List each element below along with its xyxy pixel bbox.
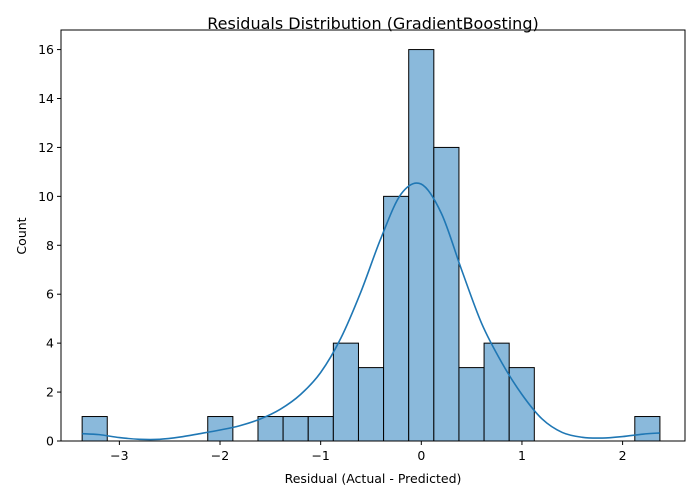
histogram-bar (458, 367, 485, 442)
plot-frame (60, 29, 686, 442)
x-tick-label: −3 (110, 448, 128, 463)
histogram-bar (307, 416, 334, 442)
x-tick-label: 2 (619, 448, 627, 463)
histogram-bar (357, 367, 385, 442)
x-tick-label: 1 (518, 448, 526, 463)
histogram-bar (408, 49, 435, 442)
histogram-bar (383, 195, 410, 442)
histogram-bar (433, 146, 460, 442)
x-axis-label: Residual (Actual - Predicted) (285, 471, 462, 486)
kde-curve (82, 182, 660, 441)
histogram-bar (508, 367, 535, 442)
histogram-bar (483, 342, 510, 442)
y-tick-label: 4 (46, 336, 54, 351)
y-tick-label: 0 (46, 434, 54, 449)
y-tick-label: 2 (46, 385, 54, 400)
y-axis-label: Count (14, 217, 29, 254)
chart-title: Residuals Distribution (GradientBoosting… (207, 14, 538, 33)
y-tick-label: 8 (46, 238, 54, 253)
histogram-bar (257, 416, 284, 442)
bars-group (81, 49, 661, 442)
y-tick-label: 16 (38, 42, 54, 57)
histogram-bar (81, 416, 108, 442)
x-tick-label: −1 (311, 448, 329, 463)
y-axis: 0 2 4 6 8 10 12 14 16 (38, 42, 61, 449)
y-tick-label: 10 (38, 189, 54, 204)
y-tick-label: 14 (38, 91, 54, 106)
x-tick-label: −2 (211, 448, 229, 463)
y-tick-label: 12 (38, 140, 54, 155)
histogram-bar (634, 416, 661, 442)
histogram-bar (332, 342, 359, 442)
y-tick-label: 6 (46, 287, 54, 302)
histogram-bar (282, 416, 309, 442)
x-axis: −3 −2 −1 0 1 2 (110, 441, 627, 463)
x-tick-label: 0 (417, 448, 425, 463)
